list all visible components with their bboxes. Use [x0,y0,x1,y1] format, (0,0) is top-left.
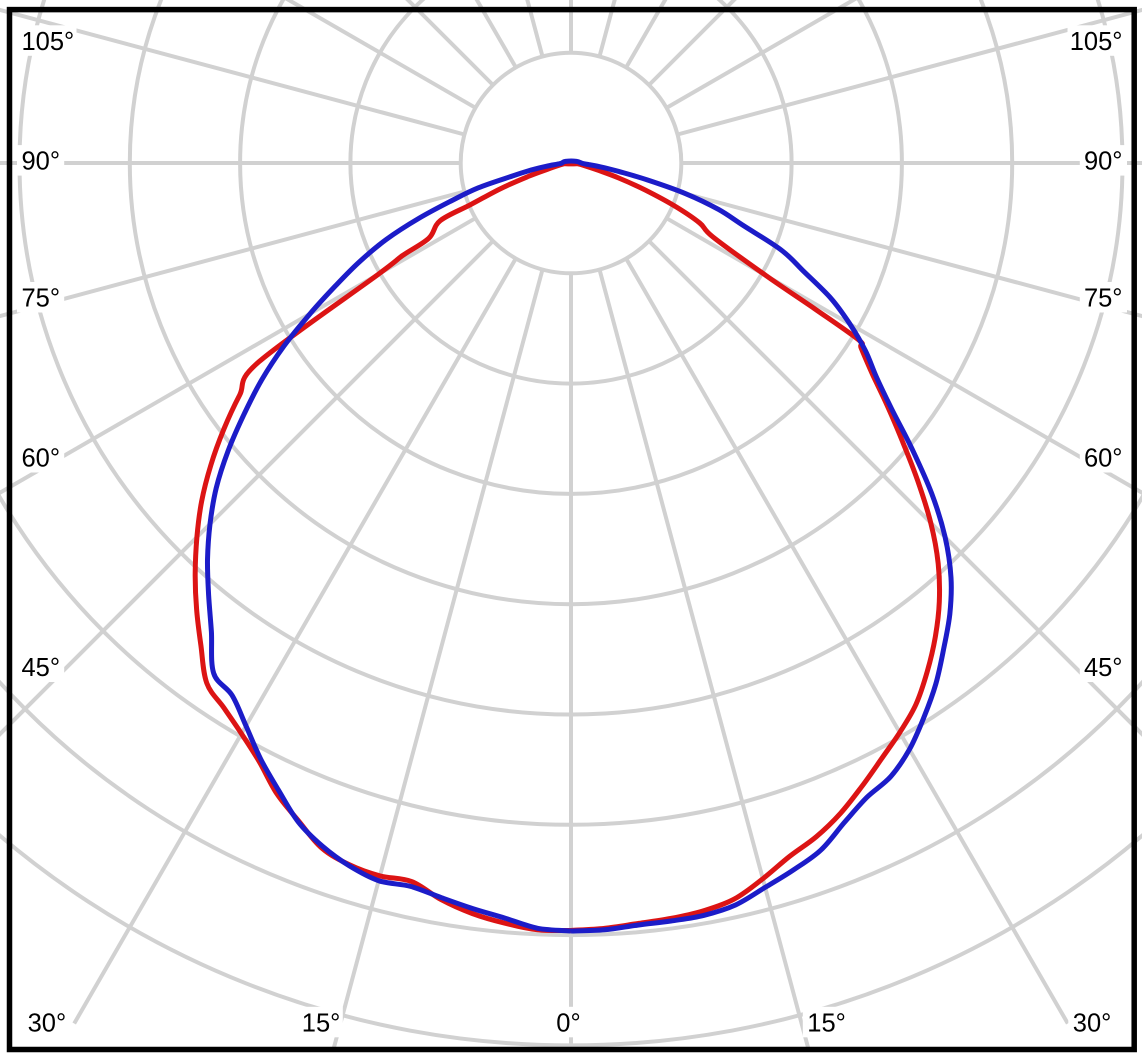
svg-text:60°: 60° [22,445,61,473]
svg-text:90°: 90° [22,148,61,176]
svg-text:15°: 15° [807,1009,846,1037]
svg-text:90°: 90° [1084,148,1123,176]
svg-text:45°: 45° [1084,654,1123,682]
svg-text:15°: 15° [302,1009,341,1037]
svg-text:30°: 30° [1073,1009,1112,1037]
svg-text:75°: 75° [22,285,61,313]
svg-text:105°: 105° [1070,28,1123,56]
svg-text:60°: 60° [1084,445,1123,473]
svg-text:30°: 30° [28,1009,67,1037]
svg-text:45°: 45° [22,654,61,682]
svg-text:105°: 105° [22,28,75,56]
svg-text:0°: 0° [556,1009,580,1037]
svg-text:75°: 75° [1084,285,1123,313]
